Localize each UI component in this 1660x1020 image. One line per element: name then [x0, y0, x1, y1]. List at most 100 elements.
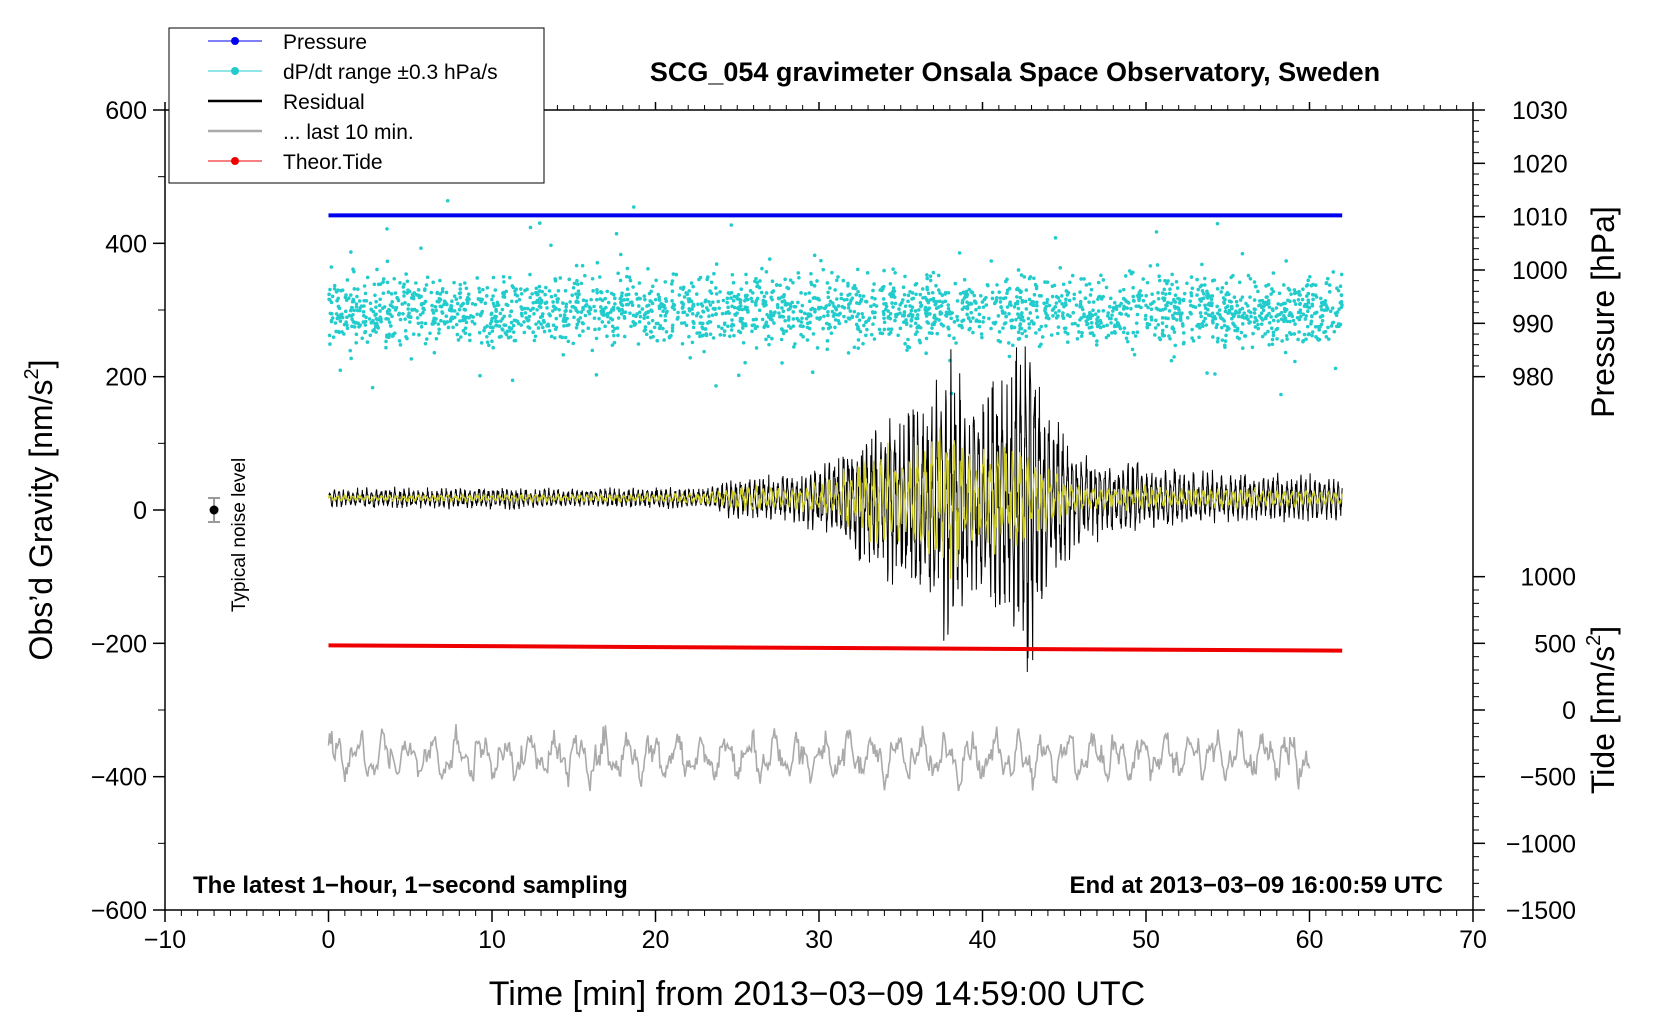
dpdt-point	[791, 317, 796, 321]
dpdt-point	[749, 296, 754, 301]
dpdt-point	[858, 329, 863, 334]
dpdt-point	[1298, 314, 1303, 319]
dpdt-point	[833, 318, 838, 322]
dpdt-point	[902, 314, 906, 318]
dpdt-point	[491, 294, 495, 298]
dpdt-point	[398, 281, 402, 285]
dpdt-point	[390, 300, 395, 304]
dpdt-point	[406, 302, 411, 307]
dpdt-point	[846, 351, 851, 355]
dpdt-point	[416, 293, 421, 298]
dpdt-point	[1229, 299, 1233, 304]
dpdt-point	[526, 325, 531, 329]
dpdt-point	[355, 308, 360, 313]
dpdt-point	[644, 332, 649, 337]
dpdt-point	[1087, 282, 1092, 286]
dpdt-point	[331, 335, 336, 339]
dpdt-point	[1162, 287, 1167, 292]
dpdt-point	[699, 315, 703, 319]
dpdt-point	[1007, 302, 1012, 307]
dpdt-point	[415, 316, 420, 320]
dpdt-point	[962, 296, 967, 300]
dpdt-point	[663, 318, 668, 323]
dpdt-point	[1015, 299, 1020, 304]
dpdt-point	[435, 290, 440, 295]
dpdt-point	[937, 318, 941, 322]
dpdt-point	[500, 327, 504, 331]
dpdt-point	[1265, 313, 1270, 318]
dpdt-point	[751, 317, 756, 322]
y-tick-label: −200	[91, 630, 147, 658]
dpdt-point	[1296, 337, 1300, 342]
dpdt-point	[1336, 288, 1341, 293]
dpdt-point	[613, 302, 617, 306]
dpdt-point	[417, 333, 421, 337]
dpdt-point	[783, 277, 787, 282]
dpdt-point	[760, 266, 764, 271]
dpdt-point	[615, 326, 620, 330]
dpdt-point	[990, 296, 995, 301]
dpdt-point	[758, 279, 762, 283]
dpdt-point	[565, 316, 569, 321]
dpdt-point	[386, 290, 391, 294]
dpdt-point	[1054, 294, 1059, 299]
dpdt-point	[438, 292, 443, 296]
dpdt-point	[1156, 296, 1161, 301]
dpdt-point	[796, 271, 801, 275]
dpdt-point	[869, 332, 874, 337]
dpdt-point	[835, 297, 839, 301]
dpdt-point	[547, 289, 552, 293]
dpdt-point	[1034, 300, 1039, 305]
legend-marker	[231, 37, 239, 45]
dpdt-point	[365, 275, 370, 280]
dpdt-point	[522, 306, 527, 311]
dpdt-point	[614, 231, 619, 236]
dpdt-point	[549, 334, 554, 339]
dpdt-point	[1018, 327, 1022, 331]
dpdt-point	[1129, 271, 1134, 276]
dpdt-point	[439, 318, 443, 323]
dpdt-point	[737, 297, 741, 302]
dpdt-point	[707, 299, 711, 304]
dpdt-point	[1325, 276, 1330, 281]
dpdt-point	[872, 337, 877, 341]
dpdt-point	[925, 298, 930, 303]
dpdt-point	[972, 293, 977, 298]
dpdt-point	[454, 297, 459, 302]
dpdt-point	[572, 315, 576, 320]
dpdt-point	[967, 302, 971, 307]
dpdt-point	[1060, 314, 1065, 318]
dpdt-point	[960, 301, 965, 305]
dpdt-point	[634, 314, 638, 319]
dpdt-point	[812, 284, 817, 288]
pressure-tick-label: 1020	[1512, 150, 1568, 178]
dpdt-point	[684, 291, 688, 295]
dpdt-point	[1313, 283, 1318, 287]
dpdt-point	[1034, 308, 1039, 313]
dpdt-point	[994, 296, 999, 300]
dpdt-point	[1047, 316, 1051, 321]
dpdt-point	[1255, 318, 1259, 323]
dpdt-point	[1338, 284, 1343, 289]
dpdt-point	[1001, 326, 1005, 330]
dpdt-point	[669, 282, 674, 286]
y-tick-label: 600	[105, 97, 147, 125]
dpdt-point	[990, 290, 995, 295]
dpdt-point	[1007, 354, 1012, 359]
dpdt-point	[336, 296, 341, 301]
dpdt-point	[444, 314, 449, 318]
dpdt-point	[1018, 295, 1023, 300]
dpdt-point	[924, 336, 929, 341]
dpdt-point	[1227, 326, 1231, 331]
dpdt-point	[1096, 280, 1101, 285]
dpdt-point	[947, 333, 952, 338]
dpdt-point	[1260, 305, 1264, 310]
dpdt-point	[845, 297, 849, 302]
dpdt-point	[846, 281, 850, 286]
dpdt-point	[364, 315, 368, 320]
dpdt-point	[663, 313, 668, 318]
dpdt-point	[770, 279, 775, 283]
dpdt-point	[1189, 293, 1194, 298]
dpdt-point	[519, 311, 524, 316]
dpdt-point	[581, 305, 585, 310]
